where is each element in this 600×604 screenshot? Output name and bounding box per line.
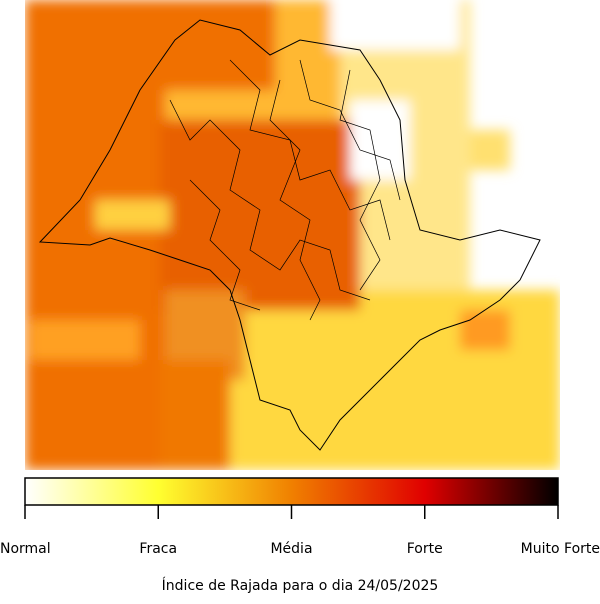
municipal-borders (169, 59, 401, 321)
colorbar-label: Normal (0, 541, 51, 557)
colorbar (24, 477, 559, 506)
colorbar-label: Fraca (139, 541, 177, 557)
state-outline (38, 19, 541, 451)
colorbar-label: Forte (407, 541, 443, 557)
caption: Índice de Rajada para o dia 24/05/2025 (162, 577, 439, 594)
colorbar-label: Muito Forte (521, 541, 600, 557)
colorbar-label: Média (270, 541, 312, 557)
